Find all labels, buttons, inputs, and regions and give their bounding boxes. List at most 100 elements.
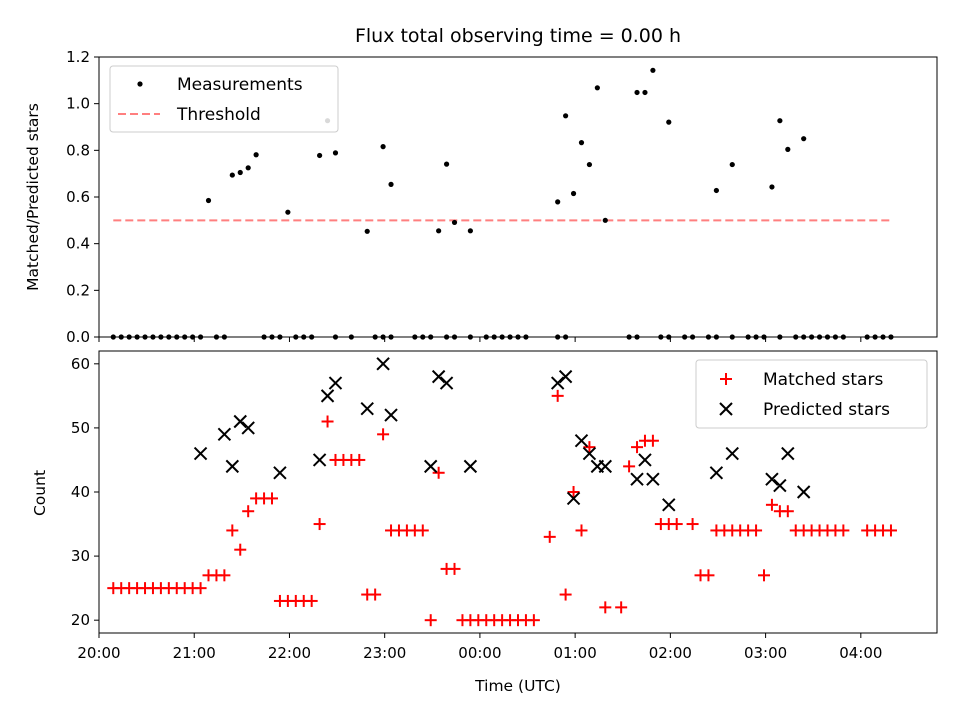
measurement-point: [237, 169, 243, 176]
legend-matched-label: Matched stars: [763, 370, 883, 390]
bottom-y-tick-label: 20: [71, 611, 90, 629]
measurement-point: [729, 161, 735, 168]
bottom-y-tick-label: 50: [71, 419, 90, 437]
matched-star-point: [218, 569, 231, 582]
predicted-star-point: [725, 446, 739, 461]
measurement-point: [578, 140, 585, 146]
matched-star-point: [416, 524, 429, 537]
bottom-x-axis-label: Time (UTC): [474, 677, 561, 695]
measurement-point: [364, 228, 370, 234]
matched-star-point: [615, 601, 628, 614]
measurement-point: [245, 165, 251, 171]
predicted-star-point: [225, 459, 240, 474]
measurement-point: [570, 190, 577, 197]
bottom-y-ticks: 20 30 40 50 60: [71, 355, 99, 629]
measurement-point: [777, 118, 783, 124]
predicted-star-point: [709, 466, 724, 480]
predicted-star-point: [439, 376, 454, 390]
top-y-tick-label: 0.8: [66, 141, 90, 159]
predicted-star-point: [320, 389, 335, 403]
matched-star-point: [623, 460, 636, 473]
predicted-star-point: [582, 446, 597, 461]
matched-star-point: [432, 466, 445, 479]
top-chart-title: Flux total observing time = 0.00 h: [355, 25, 681, 47]
top-legend: Measurements Threshold: [109, 65, 339, 133]
predicted-star-point: [765, 472, 779, 486]
measurement-point: [650, 67, 656, 73]
bottom-plot-frame: [98, 350, 938, 634]
top-y-tick-label: 0.4: [66, 235, 90, 253]
bottom-y-tick-label: 40: [71, 483, 90, 501]
predicted-star-point: [376, 357, 390, 371]
predicted-star-point: [550, 376, 565, 390]
matched-star-point: [448, 562, 461, 575]
bottom-legend: Matched stars Predicted stars: [695, 359, 928, 429]
matched-star-point: [599, 601, 612, 614]
top-plot-frame: [98, 56, 938, 338]
predicted-star-point: [312, 453, 327, 467]
matched-star-point: [884, 524, 897, 537]
measurement-point: [642, 89, 648, 96]
bottom-x-tick-label: 20:00: [77, 644, 120, 662]
predicted-star-point: [360, 401, 374, 416]
predicted-star-point: [630, 472, 644, 486]
measurement-point: [634, 89, 640, 96]
top-panel: Flux total observing time = 0.00 h Match…: [24, 25, 938, 346]
predicted-star-point: [384, 408, 398, 422]
bottom-x-tick-label: 01:00: [554, 644, 597, 662]
measurement-point: [801, 136, 807, 142]
matched-star-point: [543, 530, 556, 543]
measurement-point: [769, 184, 775, 190]
bottom-points-layer: [107, 357, 897, 627]
predicted-star-point: [233, 414, 247, 429]
bottom-x-tick-label: 03:00: [744, 644, 787, 662]
top-y-tick-label: 0.2: [66, 281, 90, 299]
predicted-star-point: [328, 376, 343, 390]
matched-star-point: [575, 524, 588, 537]
bottom-legend-box: [695, 359, 928, 429]
predicted-star-point: [773, 478, 787, 493]
legend-predicted-marker: [719, 402, 733, 416]
top-legend-box: [109, 65, 339, 133]
predicted-star-point: [431, 369, 446, 384]
bottom-y-axis-label: Count: [31, 470, 49, 516]
measurement-point: [666, 119, 672, 125]
matched-star-point: [527, 614, 540, 627]
matched-star-point: [702, 569, 715, 582]
matched-star-point: [377, 428, 390, 441]
matched-star-point: [758, 569, 771, 582]
matched-star-point: [567, 486, 580, 498]
predicted-star-point: [241, 421, 255, 435]
measurement-point: [253, 152, 259, 158]
predicted-star-point: [273, 466, 287, 480]
measurement-point: [451, 219, 458, 226]
predicted-star-point: [558, 369, 573, 384]
measurement-point: [555, 199, 561, 205]
matched-star-point: [551, 389, 564, 402]
predicted-star-point: [598, 459, 612, 474]
predicted-star-point: [193, 446, 208, 461]
matched-star-point: [369, 588, 382, 601]
top-y-axis-label: Matched/Predicted stars: [24, 103, 42, 291]
measurement-point: [467, 228, 473, 234]
predicted-star-point: [574, 434, 589, 448]
measurement-point: [380, 144, 386, 150]
matched-star-point: [559, 588, 572, 601]
matched-star-point: [305, 594, 318, 607]
measurement-point: [594, 85, 600, 91]
matched-star-point: [686, 518, 699, 531]
measurement-point: [713, 187, 719, 194]
bottom-x-tick-label: 02:00: [649, 644, 692, 662]
measurement-point: [443, 161, 450, 167]
predicted-star-point: [781, 446, 795, 461]
predicted-star-point: [424, 459, 438, 474]
predicted-star-point: [463, 459, 478, 474]
legend-measurements-marker: [137, 81, 143, 87]
matched-star-point: [646, 434, 659, 447]
top-y-tick-label: 1.0: [66, 95, 90, 113]
top-y-ticks: 0.0 0.2 0.4 0.6 0.8 1.0 1.2: [66, 48, 99, 346]
measurement-point: [317, 152, 323, 159]
measurement-point: [388, 181, 394, 187]
predicted-star-point: [638, 453, 652, 467]
bottom-x-tick-label: 00:00: [458, 644, 501, 662]
